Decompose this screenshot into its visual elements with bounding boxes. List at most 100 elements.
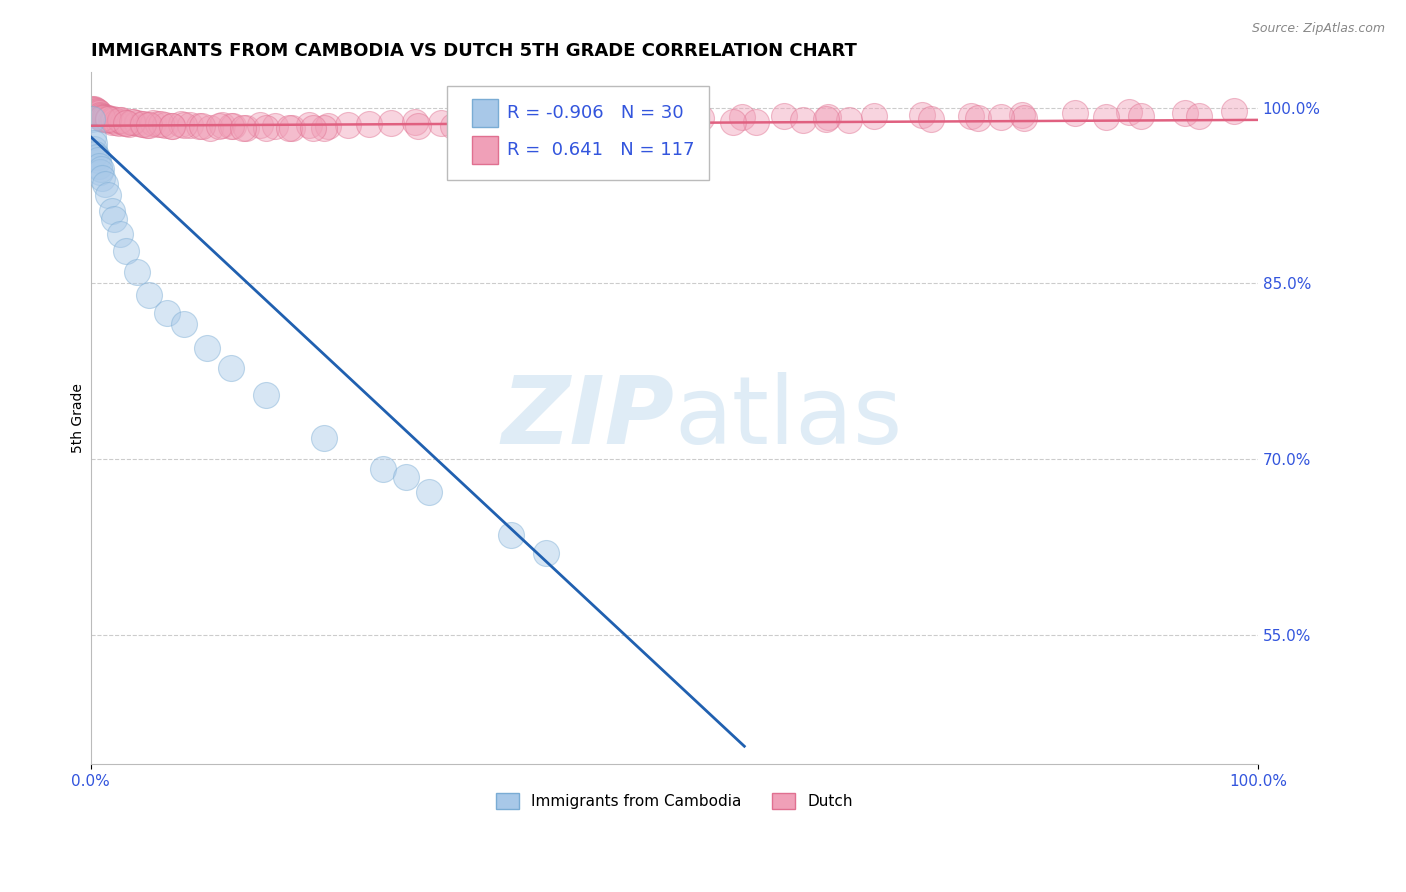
Point	[91, 170, 114, 185]
Text: ZIP: ZIP	[502, 372, 675, 464]
Point	[110, 113, 132, 128]
Point	[1188, 109, 1211, 123]
Point	[863, 109, 886, 123]
Point	[547, 113, 569, 128]
Point	[395, 469, 418, 483]
Point	[457, 114, 479, 128]
Point	[690, 111, 713, 125]
Point	[579, 112, 602, 127]
Point	[173, 318, 195, 332]
Point	[94, 112, 117, 127]
Point	[264, 120, 287, 134]
Point	[87, 153, 110, 168]
Point	[966, 111, 988, 125]
Point	[84, 103, 107, 117]
Point	[86, 150, 108, 164]
Point	[86, 104, 108, 119]
Point	[278, 120, 301, 135]
Point	[314, 431, 336, 445]
Point	[87, 106, 110, 120]
Point	[1063, 106, 1085, 120]
Point	[83, 142, 105, 156]
Point	[114, 116, 136, 130]
Point	[93, 111, 115, 125]
Point	[314, 120, 336, 135]
Point	[1223, 104, 1246, 119]
Point	[222, 120, 245, 134]
Point	[197, 341, 219, 355]
Bar	[472, 99, 498, 127]
Point	[83, 102, 105, 116]
Point	[149, 117, 172, 131]
Point	[430, 116, 453, 130]
Point	[1014, 111, 1036, 125]
Text: atlas: atlas	[675, 372, 903, 464]
Point	[96, 112, 118, 127]
Point	[640, 116, 662, 130]
Point	[731, 110, 754, 124]
Point	[89, 165, 111, 179]
Point	[91, 111, 114, 125]
Point	[91, 110, 114, 124]
Point	[98, 112, 121, 127]
Point	[773, 109, 796, 123]
Point	[336, 118, 359, 132]
Y-axis label: 5th Grade: 5th Grade	[72, 384, 86, 453]
Point	[135, 118, 157, 132]
Point	[80, 112, 103, 127]
Point	[94, 110, 117, 124]
Point	[990, 110, 1012, 124]
Point	[404, 114, 426, 128]
Point	[101, 112, 124, 127]
Point	[101, 114, 124, 128]
Point	[108, 227, 131, 241]
Point	[87, 159, 110, 173]
Point	[651, 110, 673, 124]
Point	[792, 113, 814, 128]
Point	[920, 112, 942, 127]
Point	[817, 110, 839, 124]
Text: R = -0.906   N = 30: R = -0.906 N = 30	[508, 104, 685, 122]
Point	[298, 118, 321, 132]
Point	[198, 120, 221, 135]
Legend: Immigrants from Cambodia, Dutch: Immigrants from Cambodia, Dutch	[489, 787, 859, 815]
Point	[219, 360, 242, 375]
Point	[155, 118, 177, 132]
Point	[105, 114, 128, 128]
Point	[616, 116, 638, 130]
Point	[418, 485, 440, 500]
Point	[90, 109, 112, 123]
Point	[103, 113, 125, 128]
Point	[90, 161, 112, 176]
Text: R =  0.641   N = 117: R = 0.641 N = 117	[508, 141, 695, 159]
Bar	[472, 136, 498, 163]
Point	[97, 112, 120, 127]
Point	[569, 117, 592, 131]
Point	[219, 120, 242, 134]
Point	[97, 113, 120, 128]
Point	[142, 116, 165, 130]
Point	[114, 116, 136, 130]
Point	[87, 105, 110, 120]
Point	[83, 104, 105, 119]
Point	[112, 114, 135, 128]
Point	[80, 102, 103, 116]
Point	[107, 116, 129, 130]
Text: Source: ZipAtlas.com: Source: ZipAtlas.com	[1251, 22, 1385, 36]
Point	[441, 120, 464, 134]
Point	[87, 107, 110, 121]
Point	[90, 111, 112, 125]
Point	[97, 111, 120, 125]
Point	[485, 113, 508, 128]
Point	[838, 113, 860, 128]
Point	[169, 117, 191, 131]
Point	[173, 118, 195, 132]
Point	[815, 112, 838, 127]
Point	[89, 107, 111, 121]
Point	[156, 306, 179, 320]
Point	[121, 114, 143, 128]
Point	[84, 147, 107, 161]
FancyBboxPatch shape	[447, 87, 710, 179]
Point	[148, 117, 170, 131]
Point	[357, 117, 380, 131]
